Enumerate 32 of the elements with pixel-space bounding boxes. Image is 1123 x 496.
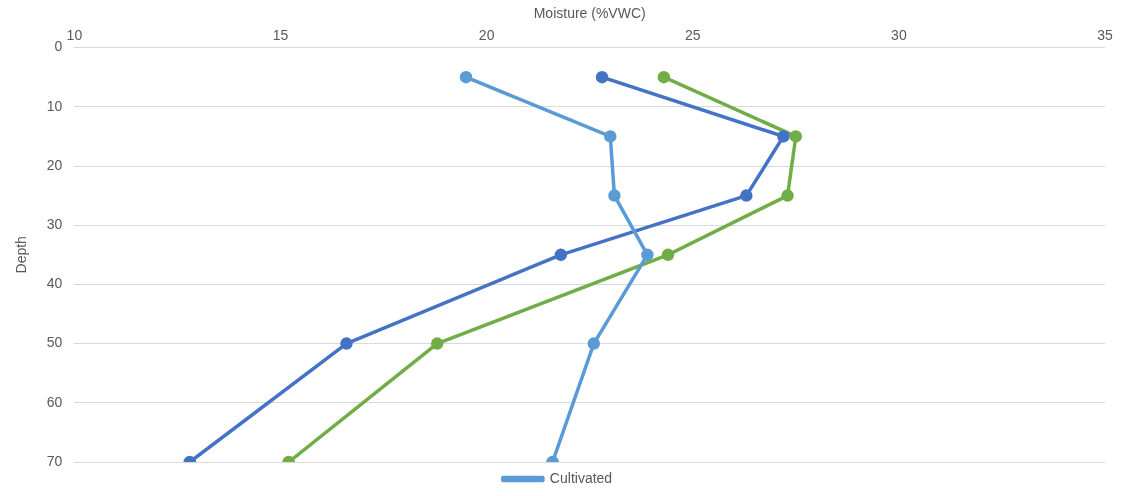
point — [595, 70, 609, 84]
x-axis-title: Moisture (%VWC) — [533, 5, 646, 22]
y-tick-label: 70 — [46, 452, 63, 469]
point — [587, 337, 601, 350]
y-axis-title: Depth — [13, 236, 30, 274]
x-tick-label: 10 — [66, 27, 83, 44]
x-tick-label: 25 — [684, 27, 701, 44]
point — [661, 248, 675, 262]
y-tick-label: 50 — [46, 334, 63, 351]
x-tick-label: 35 — [1097, 27, 1113, 44]
point — [657, 70, 671, 84]
y-tick-label: 0 — [54, 38, 63, 55]
y-tick-label: 10 — [46, 97, 63, 114]
x-tick-label: 15 — [272, 27, 289, 44]
point — [340, 337, 353, 350]
point — [740, 189, 753, 202]
y-tick-label: 20 — [46, 156, 63, 173]
y-tick-label: 40 — [46, 275, 63, 292]
legend-label: Cultivated — [549, 469, 613, 486]
y-tick-label: 60 — [46, 393, 63, 410]
point — [789, 130, 803, 143]
point — [777, 130, 790, 143]
point — [554, 248, 568, 262]
point — [608, 189, 621, 202]
y-tick-label: 30 — [46, 216, 63, 233]
point — [781, 189, 794, 202]
x-tick-label: 30 — [891, 27, 907, 44]
point — [604, 130, 617, 143]
point — [459, 70, 473, 84]
x-tick-label: 20 — [478, 27, 495, 44]
point — [641, 248, 654, 262]
point — [430, 337, 444, 350]
